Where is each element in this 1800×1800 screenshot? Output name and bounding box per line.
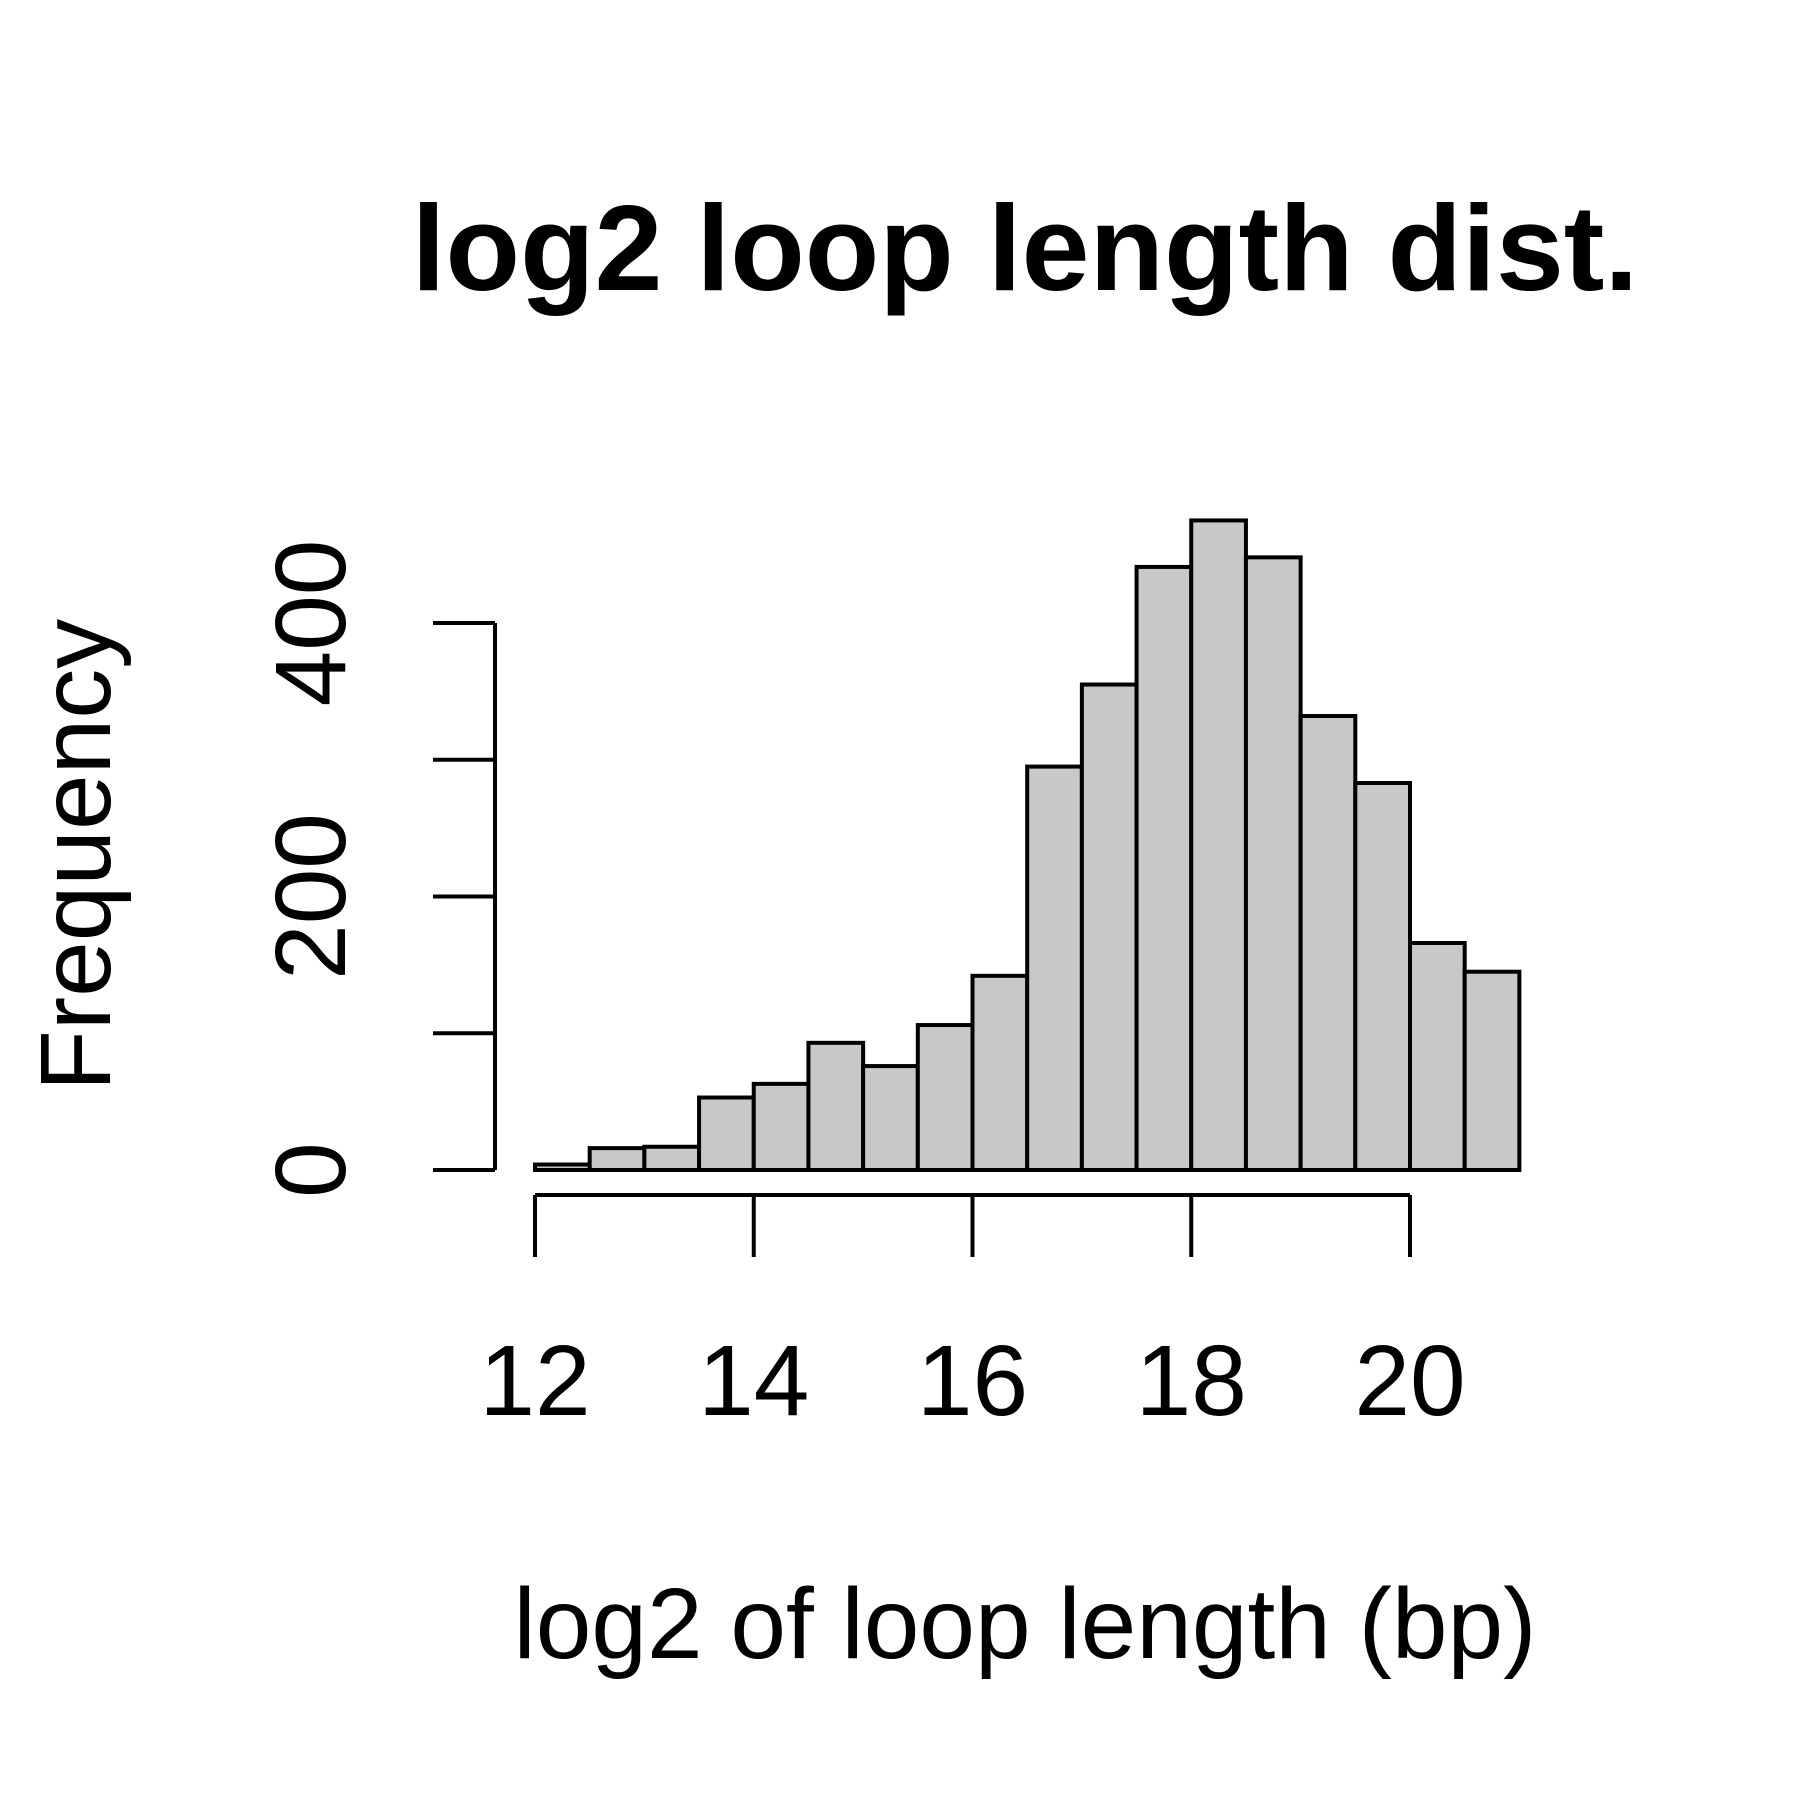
chart-title: log2 loop length dist. bbox=[412, 180, 1639, 316]
x-axis-label: log2 of loop length (bp) bbox=[514, 1568, 1537, 1680]
histogram-bar bbox=[533, 1162, 592, 1173]
histogram-bar bbox=[1025, 764, 1084, 1173]
histogram-bar bbox=[1298, 713, 1358, 1172]
y-axis: 0 200 400 bbox=[255, 540, 497, 1198]
y-tick-label: 200 bbox=[255, 813, 367, 980]
histogram-bar bbox=[697, 1095, 756, 1172]
y-tick-label: 400 bbox=[255, 540, 367, 707]
y-axis-label: Frequency bbox=[20, 619, 132, 1091]
y-tick-label: 0 bbox=[255, 1142, 367, 1198]
x-tick-label: 12 bbox=[479, 1325, 590, 1437]
x-tick-label: 18 bbox=[1136, 1325, 1247, 1437]
histogram-bar bbox=[915, 1023, 975, 1173]
histogram-bar bbox=[970, 973, 1030, 1172]
histogram-bar bbox=[1408, 940, 1467, 1172]
histogram-bar bbox=[1079, 682, 1139, 1172]
x-tick-label: 14 bbox=[698, 1325, 809, 1437]
histogram-bar bbox=[587, 1146, 647, 1172]
histogram-bar bbox=[806, 1040, 866, 1173]
x-tick-label: 16 bbox=[917, 1325, 1028, 1437]
histogram-bar bbox=[1353, 780, 1412, 1172]
histogram-bar bbox=[1189, 518, 1248, 1172]
x-axis: 12 14 16 18 20 bbox=[479, 1193, 1466, 1437]
histogram-bar bbox=[1134, 564, 1194, 1172]
histogram-bar bbox=[1462, 969, 1522, 1173]
histogram-bar bbox=[642, 1144, 702, 1172]
x-tick-label: 20 bbox=[1354, 1325, 1465, 1437]
bars-group bbox=[533, 518, 1522, 1173]
histogram-bar bbox=[861, 1064, 920, 1172]
histogram-bar bbox=[751, 1081, 811, 1173]
histogram-bar bbox=[1243, 555, 1303, 1172]
